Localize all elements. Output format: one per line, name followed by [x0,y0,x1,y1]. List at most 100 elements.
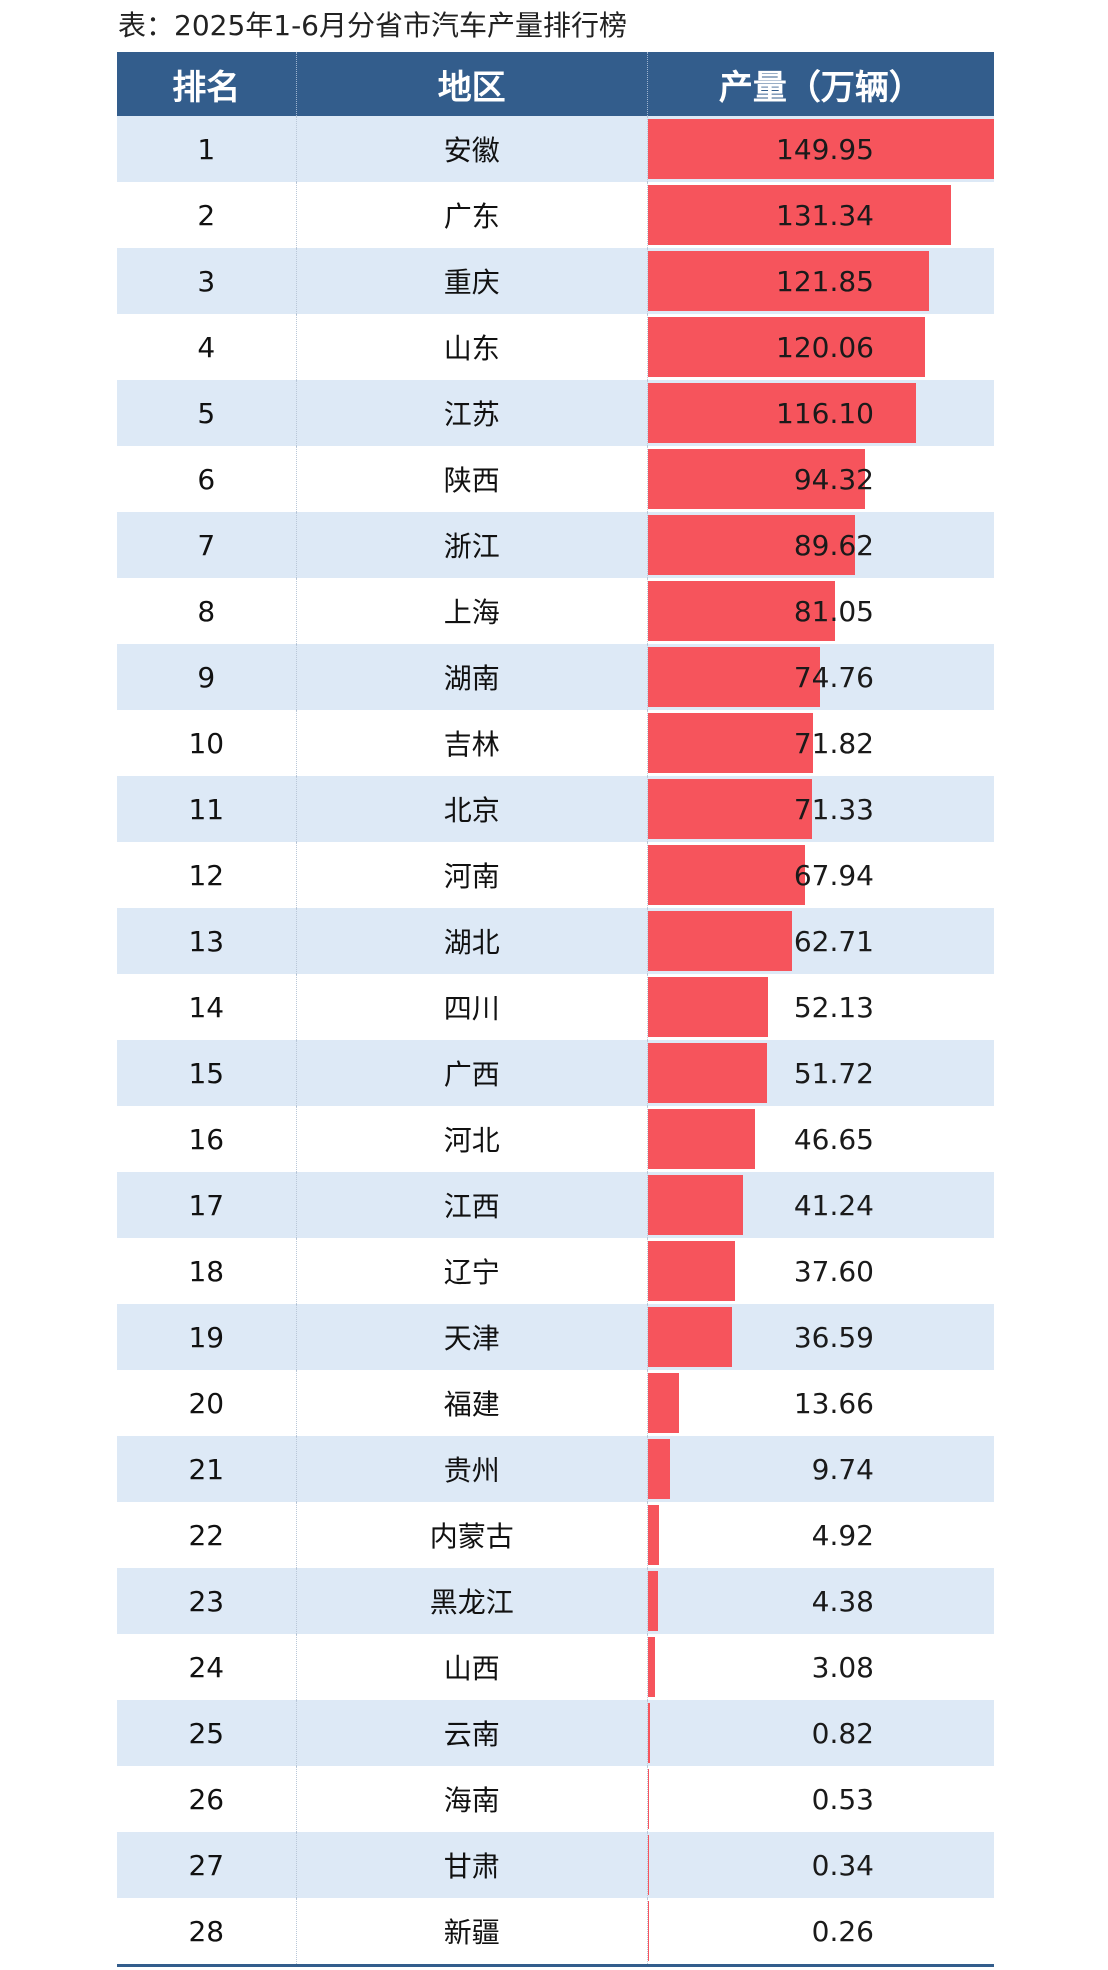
output-bar [647,1241,735,1301]
region-cell: 黑龙江 [297,1568,648,1634]
table-row: 15 广西 51.72 [117,1040,994,1106]
table-row: 2 广东 131.34 [117,182,994,248]
output-value: 0.26 [811,1914,874,1948]
output-bar [647,1043,768,1103]
region-cell: 河南 [297,842,648,908]
region-cell: 安徽 [297,116,648,182]
output-cell: 62.71 [647,908,994,974]
output-bar [647,383,916,443]
output-cell: 89.62 [647,512,994,578]
table-row: 11 北京 71.33 [117,776,994,842]
output-cell: 51.72 [647,1040,994,1106]
output-bar [647,779,813,839]
output-cell: 37.60 [647,1238,994,1304]
table-bottom-rule [117,1964,994,1967]
output-bar [647,1505,660,1565]
output-value: 4.92 [811,1518,874,1552]
output-value: 120.06 [776,330,874,364]
rank-cell: 6 [117,446,297,512]
ranking-table: 排名 地区 产量（万辆） 1 安徽 149.95 2 广东 131.34 3 重庆 121.85… [117,52,994,1967]
output-cell: 46.65 [647,1106,994,1172]
output-value: 71.82 [793,726,874,760]
region-cell: 新疆 [297,1898,648,1964]
output-value: 36.59 [793,1320,874,1354]
output-bar [647,911,793,971]
output-value: 46.65 [793,1122,874,1156]
table-row: 6 陕西 94.32 [117,446,994,512]
rank-cell: 23 [117,1568,297,1634]
rank-cell: 25 [117,1700,297,1766]
rank-cell: 18 [117,1238,297,1304]
output-cell: 0.26 [647,1898,994,1964]
output-bar [647,251,929,311]
output-bar [647,1109,756,1169]
table-row: 26 海南 0.53 [117,1766,994,1832]
output-cell: 4.92 [647,1502,994,1568]
output-value: 0.53 [811,1782,874,1816]
output-bar [647,1307,733,1367]
output-cell: 121.85 [647,248,994,314]
output-cell: 0.82 [647,1700,994,1766]
rank-cell: 3 [117,248,297,314]
rank-cell: 8 [117,578,297,644]
region-cell: 山西 [297,1634,648,1700]
output-value: 41.24 [793,1188,874,1222]
table-header: 排名 地区 产量（万辆） [117,52,994,116]
output-value: 4.38 [811,1584,874,1618]
output-cell: 0.53 [647,1766,994,1832]
output-bar [647,845,805,905]
output-cell: 36.59 [647,1304,994,1370]
region-cell: 甘肃 [297,1832,648,1898]
output-cell: 0.34 [647,1832,994,1898]
output-cell: 3.08 [647,1634,994,1700]
output-cell: 94.32 [647,446,994,512]
region-cell: 山东 [297,314,648,380]
table-row: 24 山西 3.08 [117,1634,994,1700]
rank-cell: 17 [117,1172,297,1238]
output-value: 51.72 [793,1056,874,1090]
region-cell: 江苏 [297,380,648,446]
region-cell: 四川 [297,974,648,1040]
region-cell: 吉林 [297,710,648,776]
output-cell: 131.34 [647,182,994,248]
table-row: 18 辽宁 37.60 [117,1238,994,1304]
table-row: 3 重庆 121.85 [117,248,994,314]
rank-cell: 21 [117,1436,297,1502]
table-row: 12 河南 67.94 [117,842,994,908]
output-cell: 81.05 [647,578,994,644]
output-cell: 116.10 [647,380,994,446]
table-row: 23 黑龙江 4.38 [117,1568,994,1634]
output-bar [647,977,769,1037]
table-row: 4 山东 120.06 [117,314,994,380]
region-cell: 内蒙古 [297,1502,648,1568]
output-value: 67.94 [793,858,874,892]
region-cell: 浙江 [297,512,648,578]
output-value: 89.62 [793,528,874,562]
output-cell: 41.24 [647,1172,994,1238]
output-value: 9.74 [811,1452,874,1486]
output-bar [647,1637,655,1697]
output-bar [647,449,866,509]
output-cell: 4.38 [647,1568,994,1634]
region-cell: 江西 [297,1172,648,1238]
rank-cell: 22 [117,1502,297,1568]
output-value: 116.10 [776,396,874,430]
region-cell: 湖南 [297,644,648,710]
table-row: 7 浙江 89.62 [117,512,994,578]
output-bar [647,515,855,575]
table-row: 13 湖北 62.71 [117,908,994,974]
output-cell: 120.06 [647,314,994,380]
output-value: 121.85 [776,264,874,298]
rank-cell: 24 [117,1634,297,1700]
output-bar [647,1373,680,1433]
output-cell: 9.74 [647,1436,994,1502]
table-body: 1 安徽 149.95 2 广东 131.34 3 重庆 121.85 4 山东 120.06 5 江苏 1… [117,116,994,1964]
output-cell: 52.13 [647,974,994,1040]
table-row: 16 河北 46.65 [117,1106,994,1172]
output-value: 131.34 [776,198,874,232]
output-bar [647,647,821,707]
rank-cell: 13 [117,908,297,974]
table-row: 27 甘肃 0.34 [117,1832,994,1898]
output-cell: 71.82 [647,710,994,776]
output-value: 62.71 [793,924,874,958]
